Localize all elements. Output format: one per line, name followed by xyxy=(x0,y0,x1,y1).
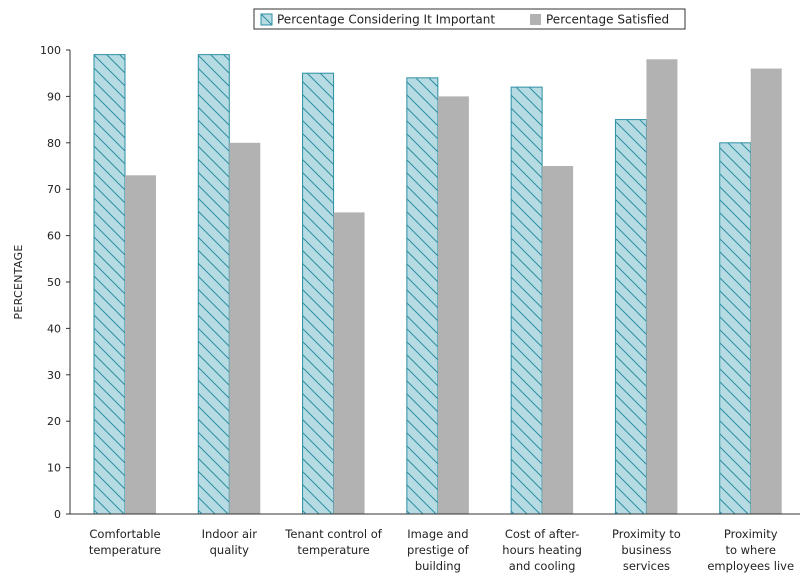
y-tick-label: 100 xyxy=(40,44,61,57)
bar-satisfied xyxy=(542,166,574,514)
x-category-label-line: quality xyxy=(210,543,250,557)
x-category-label-line: employees live xyxy=(707,559,794,573)
bar-satisfied xyxy=(125,175,156,514)
y-tick-label: 40 xyxy=(47,322,61,335)
x-category-label-line: hours heating xyxy=(502,543,582,557)
y-tick-label: 20 xyxy=(47,415,61,428)
y-tick-label: 80 xyxy=(47,137,61,150)
x-category-label-line: Proximity xyxy=(724,527,778,541)
x-category-label-line: Tenant control of xyxy=(284,527,382,541)
bar-satisfied xyxy=(333,212,365,514)
x-category-label-line: business xyxy=(621,543,671,557)
bar-important xyxy=(510,86,543,515)
x-category-label-line: prestige of xyxy=(407,543,470,557)
y-tick-label: 0 xyxy=(54,508,61,521)
y-tick-label: 30 xyxy=(47,369,61,382)
y-tick-label: 60 xyxy=(47,230,61,243)
bar-important xyxy=(302,72,335,515)
y-tick-label: 10 xyxy=(47,462,61,475)
bar-important xyxy=(614,119,647,515)
bar-important xyxy=(197,54,230,515)
x-category-label-line: Image and xyxy=(407,527,468,541)
bar-important xyxy=(406,77,439,515)
x-category-label: Proximity to business services xyxy=(612,527,681,573)
legend-box xyxy=(253,8,686,30)
x-category-label-line: building xyxy=(415,559,461,573)
bar-satisfied xyxy=(437,96,469,515)
legend-label-important: Percentage Considering It Important xyxy=(277,13,495,27)
x-axis: Comfortable temperature Indoor air quality T… xyxy=(70,513,800,573)
bar-important xyxy=(719,142,752,515)
bar-satisfied xyxy=(646,59,678,514)
x-category-label-line: temperature xyxy=(89,543,161,557)
x-category-label: Tenant control of temperature xyxy=(284,527,382,557)
x-category-label: Comfortable temperature xyxy=(89,527,161,557)
bar-satisfied xyxy=(229,142,261,515)
legend-label-satisfied: Percentage Satisfied xyxy=(546,13,669,27)
bars xyxy=(93,54,782,515)
x-category-label-line: Comfortable xyxy=(89,527,160,541)
x-category-label: Proximity to where employees live xyxy=(707,527,794,573)
y-tick-label: 70 xyxy=(47,183,61,196)
x-category-label-line: services xyxy=(623,559,670,573)
x-category-label: Indoor air quality xyxy=(202,527,258,557)
y-axis: 0 10 20 30 40 50 60 70 80 90 100 PERCENTAGE xyxy=(12,44,71,521)
x-category-label-line: and cooling xyxy=(509,559,576,573)
y-tick-label: 50 xyxy=(47,276,61,289)
x-category-label-line: temperature xyxy=(297,543,369,557)
bar-satisfied xyxy=(750,68,782,514)
x-category-label: Image and prestige of building xyxy=(407,527,470,573)
x-category-label-line: Proximity to xyxy=(612,527,681,541)
x-category-label-line: Indoor air xyxy=(202,527,258,541)
x-category-label: Cost of after-hours heating and cooling xyxy=(502,527,582,573)
y-tick-label: 90 xyxy=(47,90,61,103)
x-category-label-line: to where xyxy=(725,543,776,557)
y-axis-title: PERCENTAGE xyxy=(12,244,25,319)
bar-important xyxy=(93,54,126,515)
legend: Percentage Considering It Important Perce… xyxy=(253,8,686,30)
x-category-label-line: Cost of after- xyxy=(505,527,580,541)
legend-swatch-satisfied xyxy=(530,14,541,25)
legend-swatch-important xyxy=(260,13,273,26)
